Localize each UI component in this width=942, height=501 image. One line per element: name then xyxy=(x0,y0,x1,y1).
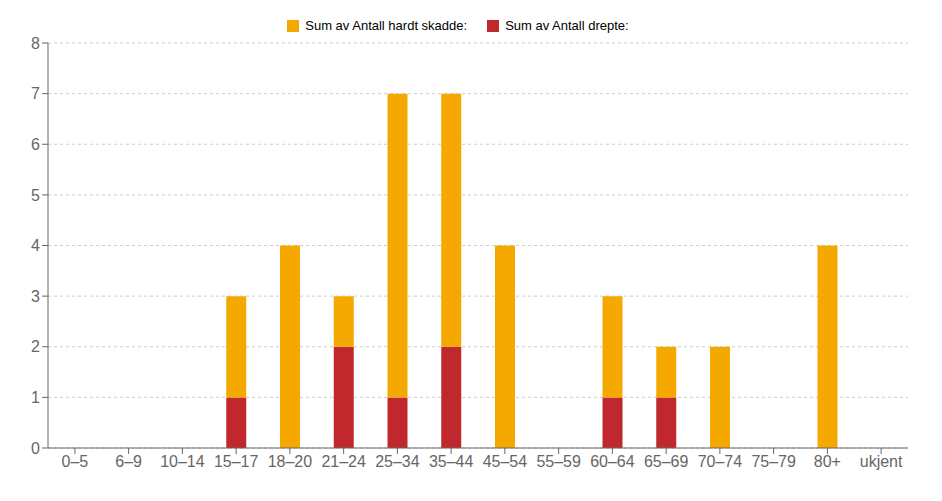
svg-text:75–79: 75–79 xyxy=(751,453,796,470)
svg-text:2: 2 xyxy=(31,338,40,355)
svg-text:1: 1 xyxy=(31,389,40,406)
svg-text:18–20: 18–20 xyxy=(268,453,313,470)
svg-text:10–14: 10–14 xyxy=(160,453,205,470)
svg-text:21–24: 21–24 xyxy=(321,453,366,470)
svg-text:55–59: 55–59 xyxy=(536,453,581,470)
svg-text:ukjent: ukjent xyxy=(860,453,903,470)
svg-text:60–64: 60–64 xyxy=(590,453,635,470)
svg-text:5: 5 xyxy=(31,187,40,204)
svg-text:15–17: 15–17 xyxy=(214,453,259,470)
svg-text:3: 3 xyxy=(31,288,40,305)
svg-text:8: 8 xyxy=(31,35,40,52)
svg-text:0: 0 xyxy=(31,440,40,457)
svg-text:7: 7 xyxy=(31,85,40,102)
svg-text:65–69: 65–69 xyxy=(644,453,689,470)
svg-text:4: 4 xyxy=(31,237,40,254)
svg-text:70–74: 70–74 xyxy=(698,453,743,470)
svg-text:80+: 80+ xyxy=(814,453,841,470)
html-text:Sum av Antall hardt skadde:: Sum av Antall hardt skadde: xyxy=(305,18,468,33)
svg-text:6: 6 xyxy=(31,136,40,153)
html-text:Sum av Antall drepte:: Sum av Antall drepte: xyxy=(505,18,629,33)
svg-text:6–9: 6–9 xyxy=(115,453,142,470)
svg-text:35–44: 35–44 xyxy=(429,453,474,470)
svg-text:0–5: 0–5 xyxy=(62,453,89,470)
svg-text:45–54: 45–54 xyxy=(483,453,528,470)
svg-text:25–34: 25–34 xyxy=(375,453,420,470)
